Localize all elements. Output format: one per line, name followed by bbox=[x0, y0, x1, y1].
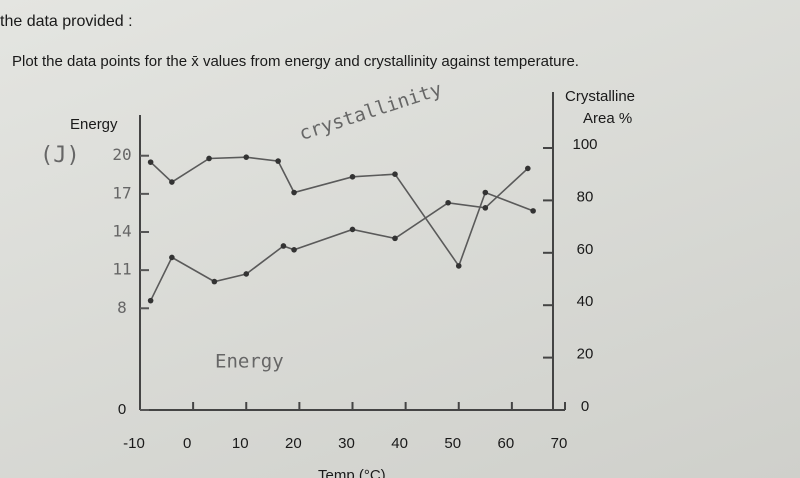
x-tick-label: 60 bbox=[498, 435, 515, 452]
data-point bbox=[482, 205, 489, 211]
data-point bbox=[147, 297, 154, 304]
data-point bbox=[147, 159, 154, 165]
data-point bbox=[392, 235, 398, 242]
y2-tick-label: 20 bbox=[577, 346, 594, 363]
instruction: Plot the data points for the x̄ values f… bbox=[12, 53, 579, 70]
x-tick-label: -10 bbox=[123, 435, 145, 452]
y-tick-label: 20 bbox=[112, 145, 131, 164]
x-tick-label: 70 bbox=[551, 435, 568, 452]
data-point bbox=[291, 247, 297, 253]
y2-axis-title: Crystalline bbox=[565, 88, 635, 105]
data-point bbox=[169, 254, 175, 261]
series-label: crystallinity bbox=[296, 78, 444, 145]
header-line: the data provided : bbox=[0, 13, 133, 30]
data-point bbox=[349, 174, 356, 180]
data-point bbox=[280, 243, 287, 249]
x-tick-label: 40 bbox=[391, 435, 408, 452]
data-line bbox=[149, 167, 529, 302]
y-tick-label: 11 bbox=[112, 260, 131, 279]
y2-tick-label: 60 bbox=[577, 241, 594, 258]
y2-tick-label: 40 bbox=[577, 293, 594, 310]
x-tick-label: 50 bbox=[444, 435, 461, 452]
y-tick-label: 14 bbox=[112, 222, 131, 241]
y2-tick-label: 80 bbox=[577, 188, 594, 205]
data-point bbox=[530, 208, 536, 214]
y-tick-label: 8 bbox=[117, 298, 127, 317]
y-axis-title: Energy bbox=[70, 116, 118, 133]
y2-tick-label: 0 bbox=[581, 398, 589, 415]
x-tick-label: 30 bbox=[338, 435, 355, 452]
data-point bbox=[275, 158, 281, 164]
y-tick-label: 0 bbox=[118, 401, 126, 418]
series-label: Energy bbox=[215, 351, 284, 373]
data-point bbox=[455, 263, 462, 269]
data-point bbox=[169, 179, 175, 185]
x-tick-label: 10 bbox=[232, 435, 249, 452]
data-line bbox=[150, 156, 534, 268]
data-point bbox=[206, 155, 212, 162]
data-point bbox=[243, 154, 250, 160]
data-point bbox=[291, 189, 297, 196]
x-tick-label: 20 bbox=[285, 435, 302, 452]
x-axis-title: Temp (°C) bbox=[318, 467, 386, 478]
x-tick-label: 0 bbox=[183, 435, 191, 452]
y2-tick-label: 100 bbox=[572, 136, 597, 153]
y-unit: (J) bbox=[40, 143, 80, 168]
data-point bbox=[243, 271, 250, 277]
data-point bbox=[482, 189, 489, 196]
data-point bbox=[349, 226, 356, 233]
y-tick-label: 17 bbox=[112, 183, 131, 202]
data-point bbox=[445, 199, 451, 206]
data-point bbox=[392, 171, 398, 177]
y2-axis-title: Area % bbox=[583, 110, 632, 127]
data-point bbox=[211, 278, 218, 285]
data-point bbox=[525, 165, 531, 172]
